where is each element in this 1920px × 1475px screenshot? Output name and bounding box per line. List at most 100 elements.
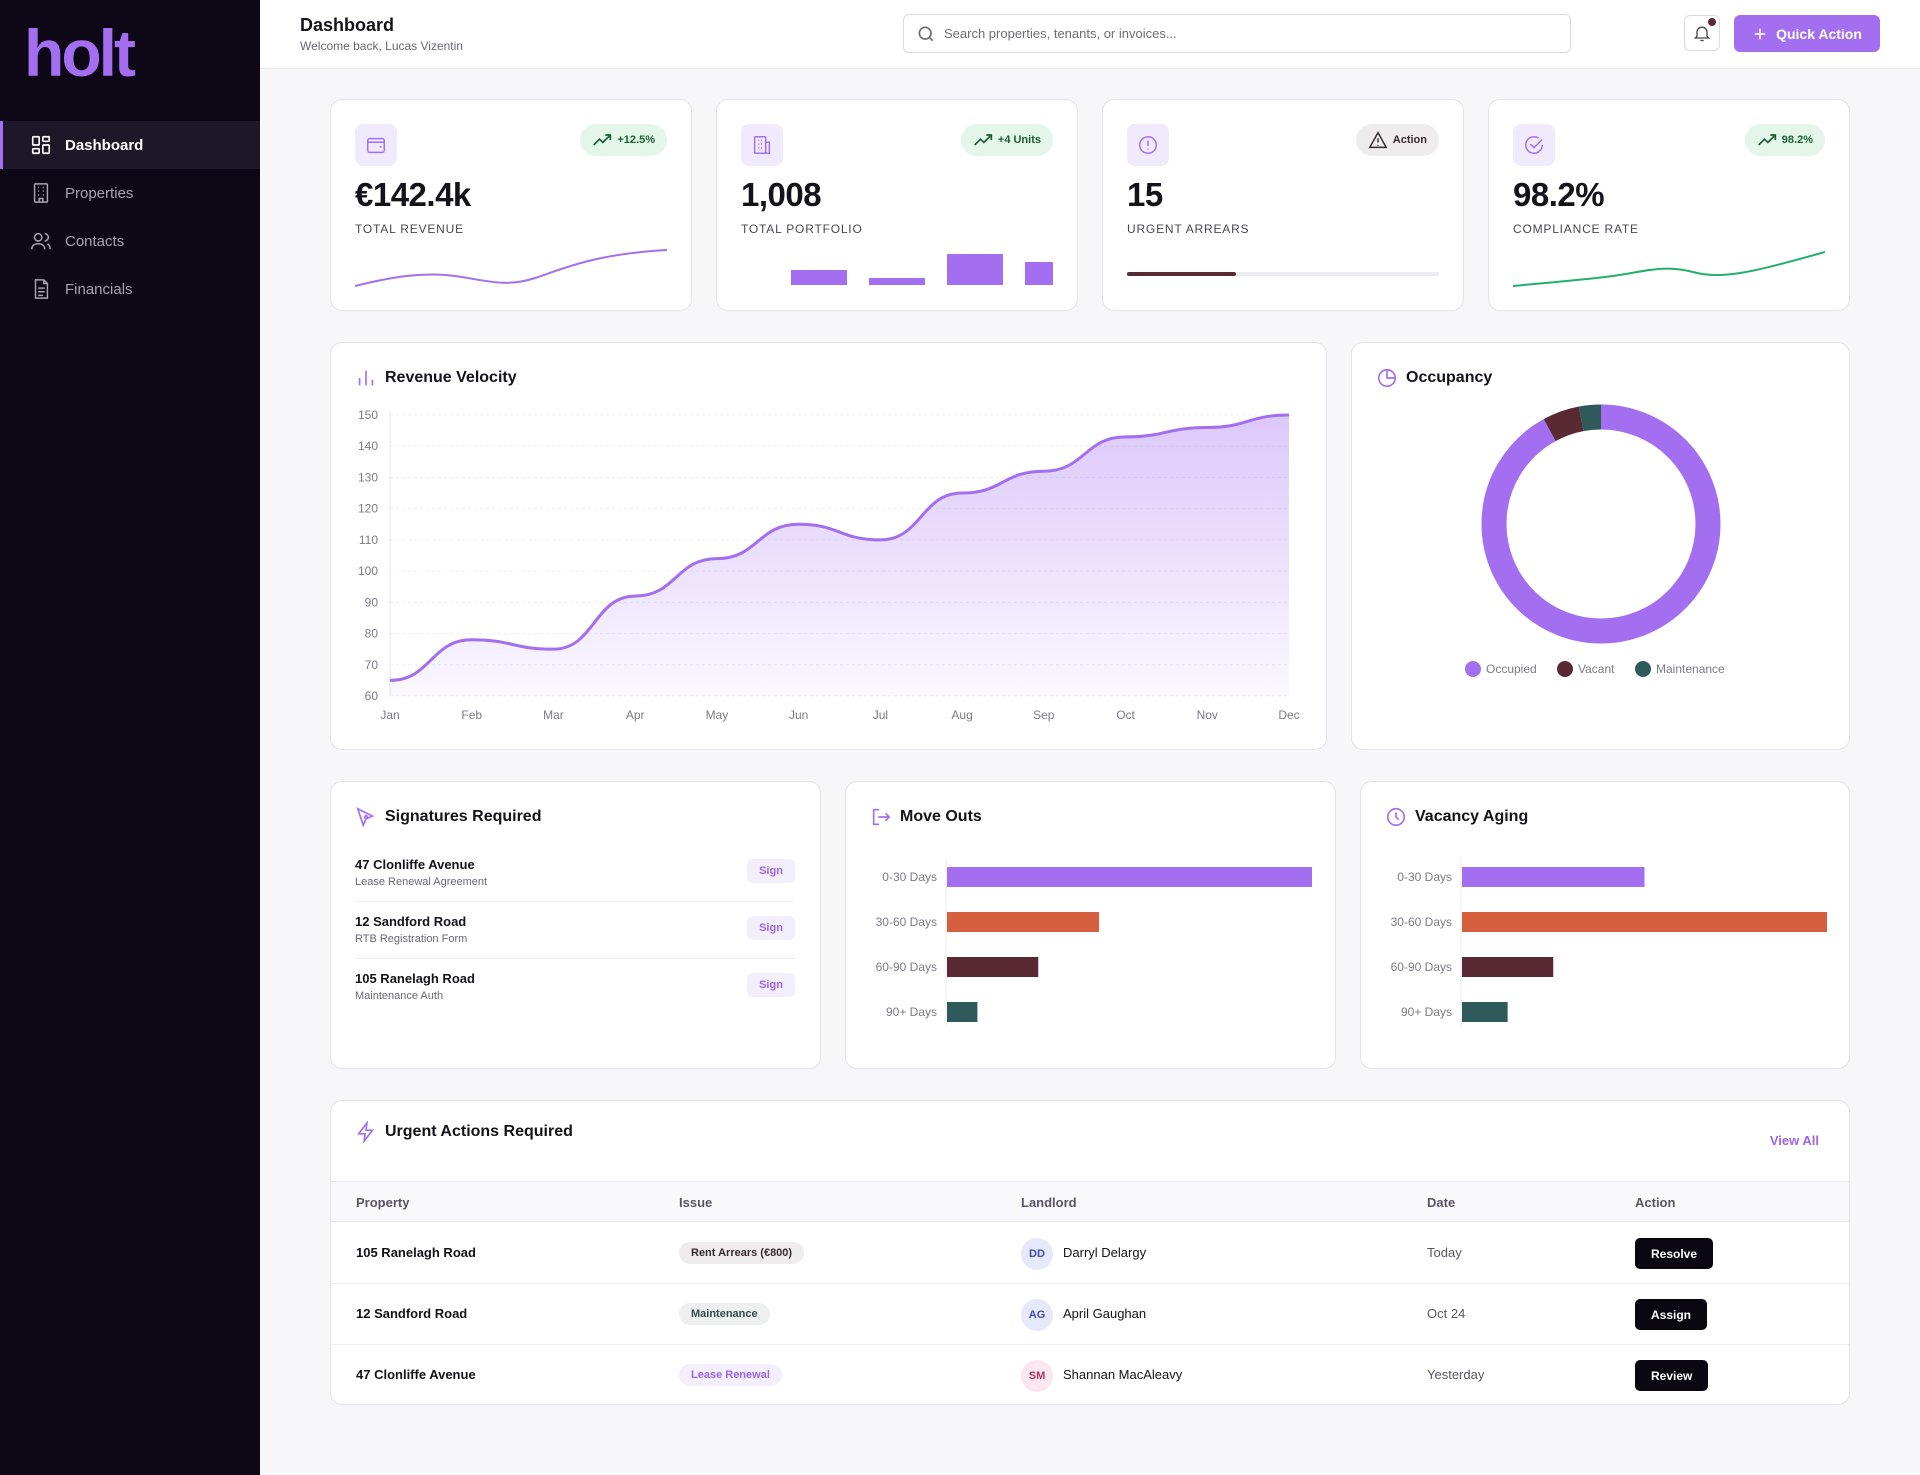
legend-swatch <box>1557 661 1573 677</box>
y-tick-label: 70 <box>365 658 379 672</box>
compliance-sparkline <box>1513 251 1825 287</box>
search-input[interactable] <box>944 26 1544 41</box>
legend-label: Vacant <box>1578 662 1615 676</box>
notifications-button[interactable] <box>1684 15 1720 51</box>
y-tick-label: 30-60 Days <box>1391 915 1452 929</box>
warning-triangle-icon <box>1368 131 1388 149</box>
y-tick-label: 0-30 Days <box>1397 870 1452 884</box>
card-title: Revenue Velocity <box>355 367 517 389</box>
welcome-text: Welcome back, Lucas Vizentin <box>300 39 463 53</box>
search-bar[interactable] <box>903 14 1571 53</box>
plus-icon <box>1754 28 1766 39</box>
alert-circle-icon <box>1139 136 1157 154</box>
occupancy-card: Occupancy Occupied Vacant Maintenance <box>1351 342 1850 750</box>
search-icon <box>918 26 934 41</box>
assign-button[interactable]: Assign <box>1635 1299 1708 1330</box>
x-tick-label: Jan <box>380 708 399 722</box>
x-tick-label: Apr <box>626 708 645 722</box>
signature-item: 12 Sandford Road RTB Registration Form S… <box>355 914 795 971</box>
y-tick-label: 90+ Days <box>1401 1005 1452 1019</box>
occupancy-donut-chart: Occupied Vacant Maintenance <box>1465 404 1725 677</box>
legend-label: Maintenance <box>1656 662 1725 676</box>
x-tick-label: Feb <box>461 708 482 722</box>
x-tick-label: Mar <box>543 708 564 722</box>
bar <box>1462 867 1645 887</box>
card-title: Signatures Required <box>355 806 541 828</box>
bell-icon <box>1693 26 1711 42</box>
divider <box>355 901 795 902</box>
donut-slice-occupied <box>1481 404 1721 644</box>
kpi-label: TOTAL PORTFOLIO <box>741 222 863 236</box>
wallet-icon <box>367 137 385 154</box>
sidebar-item-contacts[interactable]: Contacts <box>0 217 260 265</box>
sidebar: holt Dashboard Properties Contacts Finan… <box>0 0 260 1475</box>
view-all-link[interactable]: View All <box>1769 1133 1819 1148</box>
y-tick-label: 150 <box>358 408 378 422</box>
y-tick-label: 80 <box>365 627 379 641</box>
revenue-area-fill <box>390 415 1289 696</box>
legend-swatch <box>1635 661 1651 677</box>
avatar: AG <box>1021 1299 1053 1331</box>
column-header: Date <box>1427 1195 1456 1210</box>
sidebar-item-label: Properties <box>65 184 134 202</box>
kpi-card-portfolio: +4 Units 1,008 TOTAL PORTFOLIO <box>716 99 1078 311</box>
sidebar-item-label: Financials <box>65 280 133 298</box>
sidebar-item-properties[interactable]: Properties <box>0 169 260 217</box>
kpi-icon-container <box>1127 124 1169 166</box>
mini-bar <box>1025 262 1053 285</box>
x-tick-label: Dec <box>1278 708 1299 722</box>
vacancy-aging-card: Vacancy Aging 0-30 Days 30-60 Days 60-90 D… <box>1360 781 1850 1069</box>
sign-button[interactable]: Sign <box>747 973 795 997</box>
mini-bar <box>791 270 847 285</box>
y-tick-label: 60 <box>365 689 379 703</box>
check-circle-icon <box>1525 136 1543 154</box>
quick-action-button[interactable]: Quick Action <box>1734 15 1880 52</box>
action-badge: Action <box>1355 124 1439 156</box>
lightning-icon <box>357 1121 375 1143</box>
trend-badge: +12.5% <box>580 124 667 156</box>
signatures-card: Signatures Required 47 Clonliffe Avenue … <box>330 781 821 1069</box>
y-tick-label: 120 <box>358 502 378 516</box>
revenue-sparkline <box>355 249 667 287</box>
donut-slice-maintenance <box>1481 404 1721 644</box>
y-tick-label: 0-30 Days <box>882 870 937 884</box>
y-tick-label: 60-90 Days <box>876 960 937 974</box>
y-tick-label: 130 <box>358 470 378 484</box>
review-button[interactable]: Review <box>1635 1360 1709 1391</box>
bar <box>1462 1002 1508 1022</box>
x-tick-label: Aug <box>951 708 972 722</box>
page-title: Dashboard <box>300 15 395 35</box>
arrears-progress-track <box>1127 272 1439 276</box>
kpi-label: COMPLIANCE RATE <box>1513 222 1639 236</box>
trending-up-icon <box>973 134 993 146</box>
vacancy-aging-chart: 0-30 Days 30-60 Days 60-90 Days 90+ Days <box>1391 858 1827 1027</box>
card-title: Move Outs <box>870 806 982 828</box>
move-outs-chart: 0-30 Days 30-60 Days 60-90 Days 90+ Days <box>876 858 1312 1027</box>
signature-item: 105 Ranelagh Road Maintenance Auth Sign <box>355 971 795 1028</box>
quick-action-label: Quick Action <box>1776 25 1862 42</box>
column-header: Issue <box>679 1195 713 1210</box>
kpi-value: 98.2% <box>1513 176 1605 213</box>
sign-button[interactable]: Sign <box>747 916 795 940</box>
move-outs-card: Move Outs 0-30 Days 30-60 Days 60-90 Days 9… <box>845 781 1336 1069</box>
trend-badge: +4 Units <box>960 124 1053 156</box>
notification-dot <box>1708 18 1716 26</box>
bar <box>947 912 1100 932</box>
app-logo[interactable]: holt <box>24 16 136 90</box>
sidebar-item-dashboard[interactable]: Dashboard <box>0 121 260 169</box>
resolve-button[interactable]: Resolve <box>1635 1238 1714 1269</box>
x-tick-label: May <box>706 708 729 722</box>
column-header: Property <box>356 1195 410 1210</box>
sidebar-item-financials[interactable]: Financials <box>0 265 260 313</box>
clock-icon <box>1386 807 1406 827</box>
pen-icon <box>356 807 375 828</box>
sign-button[interactable]: Sign <box>747 859 795 883</box>
x-tick-label: Sep <box>1033 708 1055 722</box>
revenue-velocity-card: Revenue Velocity 150 140 130 120 110 100 90 80 7… <box>330 342 1327 750</box>
issue-badge: Rent Arrears (€800) <box>679 1242 805 1264</box>
issue-badge: Lease Renewal <box>679 1364 782 1386</box>
divider <box>355 958 795 959</box>
sidebar-item-label: Contacts <box>65 232 125 250</box>
sidebar-nav: Dashboard Properties Contacts Financials <box>0 121 260 313</box>
